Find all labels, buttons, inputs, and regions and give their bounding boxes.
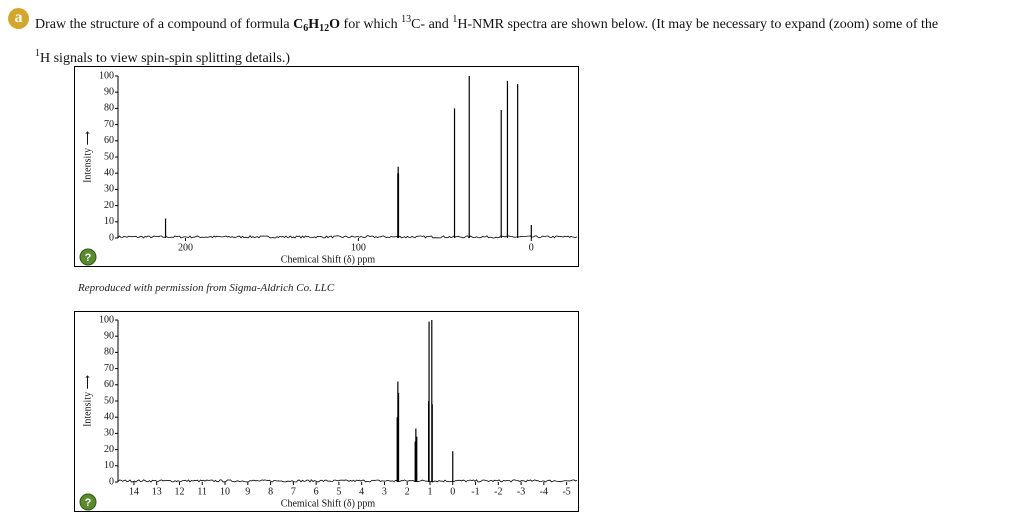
x-tick-label: -1 (471, 486, 479, 497)
y-tick-label: 10 (104, 460, 114, 471)
y-tick-label: 50 (104, 151, 114, 162)
x-tick-label: -2 (494, 486, 502, 497)
chart-frame (74, 311, 579, 512)
question-part: H signals to view spin-spin splitting de… (40, 51, 291, 66)
question-line: 1H signals to view spin-spin splitting d… (35, 41, 938, 71)
y-tick-label: 100 (99, 70, 114, 81)
help-label: ? (85, 252, 92, 264)
help-button[interactable]: ? (79, 493, 97, 511)
x-tick-label: 10 (220, 486, 230, 497)
x-axis-title: Chemical Shift (δ) ppm (281, 498, 376, 509)
baseline-noise (117, 235, 578, 239)
question-part: H-NMR spectra are shown below. (It may b… (457, 17, 939, 32)
question-part: 6 (303, 23, 309, 34)
y-tick-label: 40 (104, 411, 114, 422)
y-tick-label: 0 (109, 232, 114, 243)
x-tick-label: 0 (529, 242, 534, 253)
y-tick-label: 80 (104, 347, 114, 358)
x-tick-label: 6 (314, 486, 319, 497)
y-tick-label: 50 (104, 395, 114, 406)
question-part: 13 (401, 14, 412, 25)
y-tick-label: 90 (104, 330, 114, 341)
x-tick-label: 200 (178, 242, 193, 253)
baseline-noise (117, 479, 578, 483)
y-tick-label: 0 (109, 476, 114, 487)
x-tick-label: -4 (540, 486, 548, 497)
x-tick-label: 1 (427, 486, 432, 497)
x-tick-label: 0 (450, 486, 455, 497)
question-part: 12 (319, 23, 330, 34)
y-axis-title: Intensity ⟶ (82, 131, 93, 183)
y-tick-label: 90 (104, 86, 114, 97)
x-tick-label: -3 (517, 486, 525, 497)
help-label: ? (85, 497, 92, 509)
question-part: Draw the structure of a compound of form… (35, 17, 294, 32)
y-tick-label: 60 (104, 135, 114, 146)
question-part: C- and (411, 17, 453, 32)
x-tick-label: 11 (197, 486, 207, 497)
y-tick-label: 20 (104, 444, 114, 455)
question-line: Draw the structure of a compound of form… (35, 7, 938, 41)
x-axis-title: Chemical Shift (δ) ppm (281, 254, 376, 265)
y-tick-label: 20 (104, 200, 114, 211)
x-tick-label: 2 (405, 486, 410, 497)
y-tick-label: 70 (104, 119, 114, 130)
y-tick-label: 10 (104, 216, 114, 227)
question-part: H (308, 17, 320, 32)
x-tick-label: 9 (245, 486, 250, 497)
x-tick-label: 14 (129, 486, 139, 497)
y-tick-label: 30 (104, 428, 114, 439)
y-tick-label: 40 (104, 167, 114, 178)
y-tick-label: 60 (104, 379, 114, 390)
help-circle (79, 248, 97, 266)
question-part: 1 (452, 14, 458, 25)
y-axis-title: Intensity ⟶ (82, 375, 93, 427)
x-tick-label: 4 (359, 486, 364, 497)
question-part: for which (340, 17, 402, 32)
question-part: 1 (35, 48, 40, 59)
question-part: C (293, 17, 304, 32)
x-tick-label: 8 (268, 486, 273, 497)
help-circle (79, 493, 97, 511)
y-tick-label: 80 (104, 103, 114, 114)
question-part: O (329, 17, 341, 32)
y-tick-label: 100 (99, 314, 114, 325)
x-tick-label: 3 (382, 486, 387, 497)
help-button[interactable]: ? (79, 248, 97, 266)
x-tick-label: 100 (351, 242, 366, 253)
question-text: Draw the structure of a compound of form… (35, 7, 938, 71)
x-tick-label: 12 (174, 486, 184, 497)
caption: Reproduced with permission from Sigma-Al… (78, 282, 335, 294)
chart-frame (74, 66, 579, 267)
question-badge: a (8, 8, 29, 29)
x-tick-label: -5 (562, 486, 570, 497)
y-tick-label: 70 (104, 363, 114, 374)
y-tick-label: 30 (104, 184, 114, 195)
x-tick-label: 7 (291, 486, 296, 497)
x-tick-label: 5 (336, 486, 341, 497)
x-tick-label: 13 (152, 486, 162, 497)
